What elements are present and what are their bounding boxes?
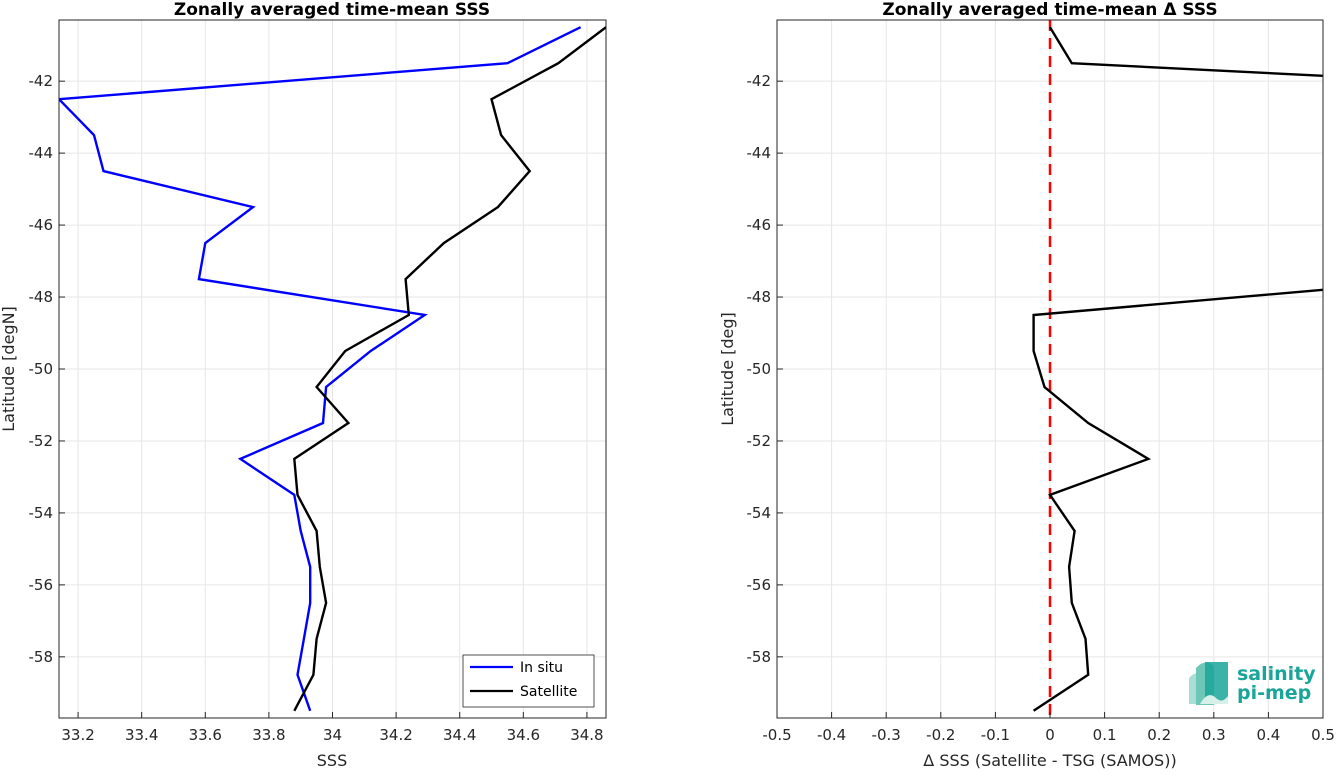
left-y-tick-label: -52 (29, 432, 54, 450)
right-x-tick-label: 0.4 (1256, 726, 1280, 744)
right-y-tick-label: -42 (747, 72, 772, 90)
right-y-tick-label: -52 (747, 432, 772, 450)
left-series (59, 26, 606, 712)
left-x-tick-label: 33.4 (125, 726, 158, 744)
left-x-axis-label: SSS (317, 751, 347, 769)
left-y-tick-label: -54 (29, 504, 54, 522)
right-axes: -0.5 -0.4 -0.3 -0.2 -0.1 0 0.1 0.2 0.3 0.4 0.5 -42 -… (718, 0, 1335, 770)
logo-text-salinity: salinity (1237, 663, 1316, 685)
left-y-tick-label: -46 (29, 216, 54, 234)
left-series-line-in-situ (59, 26, 582, 712)
left-y-tick-label: -48 (29, 288, 54, 306)
left-x-tick-label: 33.8 (252, 726, 285, 744)
right-x-tick-label: 0.1 (1093, 726, 1117, 744)
left-series-line-satellite (293, 26, 606, 712)
logo-text-pi-mep: pi-mep (1237, 682, 1311, 704)
right-y-tick-label: -50 (747, 360, 772, 378)
right-x-tick-label: 0.2 (1147, 726, 1171, 744)
right-y-tick-label: -58 (747, 648, 772, 666)
right-series (1032, 26, 1323, 712)
right-x-tick-label: 0 (1045, 726, 1055, 744)
right-x-tick-label: 0.5 (1311, 726, 1335, 744)
right-x-tick-label: -0.4 (817, 726, 846, 744)
left-x-tick-label: 34.8 (570, 726, 603, 744)
left-x-tick-label: 34.4 (443, 726, 476, 744)
right-y-tick-label: -48 (747, 288, 772, 306)
legend-box (462, 654, 595, 708)
legend: In situ Satellite (462, 654, 595, 708)
left-y-tick-label: -58 (29, 648, 54, 666)
right-chart-title: Zonally averaged time-mean Δ SSS (882, 0, 1217, 20)
logo-wave-icon (1189, 662, 1228, 705)
left-y-tick-label: -50 (29, 360, 54, 378)
left-chart-title: Zonally averaged time-mean SSS (174, 0, 490, 20)
right-x-tick-label: -0.2 (926, 726, 955, 744)
left-x-tick-label: 34 (323, 726, 342, 744)
left-y-tick-label: -56 (29, 576, 54, 594)
right-x-tick-label: 0.3 (1202, 726, 1226, 744)
left-y-tick-label: -42 (29, 72, 54, 90)
right-x-tick-label: -0.5 (762, 726, 791, 744)
left-y-tick-label: -44 (29, 144, 54, 162)
left-ticks: 33.2 33.4 33.6 33.8 34 34.2 34.4 34.6 34.8 -42 -44… (29, 72, 604, 744)
left-y-axis-label: Latitude [degN] (0, 306, 18, 432)
left-x-tick-label: 33.2 (61, 726, 94, 744)
right-y-axis-label: Latitude [deg] (718, 312, 737, 426)
right-y-tick-label: -46 (747, 216, 772, 234)
right-ticks: -0.5 -0.4 -0.3 -0.2 -0.1 0 0.1 0.2 0.3 0.4 0.5 -42 -… (747, 72, 1335, 744)
left-x-tick-label: 34.2 (379, 726, 412, 744)
left-axes: 33.2 33.4 33.6 33.8 34 34.2 34.4 34.6 34.8 -42 -44… (0, 0, 607, 770)
right-x-tick-label: -0.1 (981, 726, 1010, 744)
right-series-line-delta (1032, 26, 1323, 712)
right-x-tick-label: -0.3 (872, 726, 901, 744)
right-y-tick-label: -56 (747, 576, 772, 594)
legend-label-in-situ: In situ (520, 660, 563, 676)
right-y-tick-label: -54 (747, 504, 772, 522)
left-x-tick-label: 34.6 (507, 726, 540, 744)
right-y-tick-label: -44 (747, 144, 772, 162)
legend-label-satellite: Satellite (520, 684, 577, 700)
right-x-axis-label: Δ SSS (Satellite - TSG (SAMOS)) (923, 751, 1176, 769)
salinity-pi-mep-logo: salinity pi-mep (1189, 662, 1316, 705)
left-x-tick-label: 33.6 (189, 726, 222, 744)
